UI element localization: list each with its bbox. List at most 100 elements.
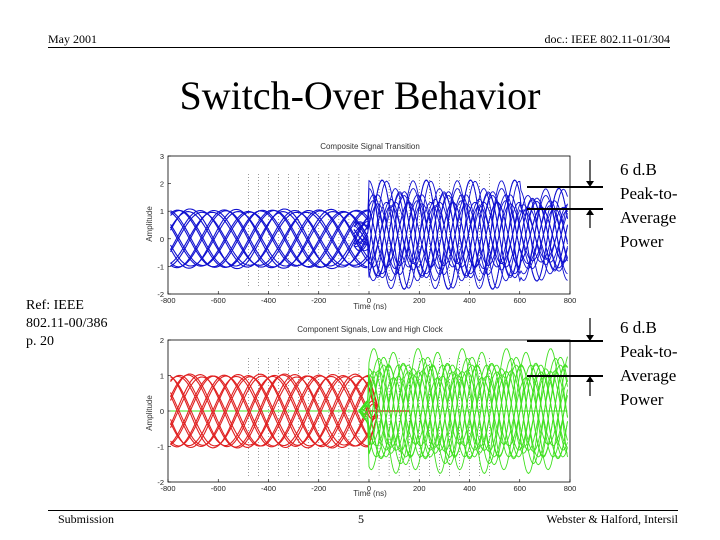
- series-line-low-clock: [170, 376, 378, 446]
- series-line-low-clock: [170, 374, 379, 448]
- footer-authors: Webster & Halford, Intersil: [546, 512, 678, 526]
- series-line: [170, 210, 368, 268]
- annotation-bottom: 6 d.B Peak-to- Average Power: [620, 316, 678, 412]
- series-line-high-clock: [358, 370, 568, 452]
- annotation-line: 6 d.B: [620, 160, 657, 179]
- chart-ylabel: Amplitude: [145, 206, 154, 242]
- x-tick-label: -200: [311, 296, 326, 305]
- x-tick-label: 400: [463, 484, 476, 493]
- series-line-low-clock: [169, 374, 379, 449]
- x-tick-label: 200: [413, 484, 426, 493]
- chart-xlabel: Time (ns): [353, 302, 387, 310]
- series-line-low-clock: [169, 373, 379, 449]
- series-line: [170, 209, 368, 268]
- series-line-low-clock: [170, 375, 379, 447]
- y-tick-label: -2: [157, 478, 164, 487]
- series-line: [353, 198, 568, 271]
- y-tick-label: -1: [157, 443, 164, 452]
- x-tick-label: 600: [513, 296, 526, 305]
- y-tick-label: -1: [157, 262, 164, 271]
- series-line-low-clock: [170, 375, 378, 447]
- x-tick-label: 800: [564, 484, 577, 493]
- x-tick-label: 0: [367, 484, 371, 493]
- series-line: [353, 194, 568, 275]
- reference-line: Ref: IEEE: [26, 298, 84, 313]
- series-line: [353, 187, 568, 282]
- x-tick-label: 400: [463, 296, 476, 305]
- footer-page-number: 5: [358, 512, 364, 526]
- annotation-top: 6 d.B Peak-to- Average Power: [620, 158, 678, 254]
- series-line-high-clock: [358, 351, 568, 471]
- series-line: [353, 194, 568, 275]
- header-doc-number: doc.: IEEE 802.11-01/304: [544, 32, 670, 46]
- reference-line: p. 20: [26, 334, 54, 349]
- y-tick-label: 2: [160, 180, 164, 189]
- y-tick-label: 1: [160, 372, 164, 381]
- series-line: [170, 211, 368, 266]
- x-tick-label: -800: [160, 296, 175, 305]
- series-line: [353, 179, 568, 290]
- chart-plot-area: -800 -600 -400 -200 0 200 400 600 800 -2 -1 0 1 2 3: [157, 152, 576, 305]
- header-date: May 2001: [48, 32, 97, 46]
- x-tick-label: -400: [261, 296, 276, 305]
- series-line-high-clock: [358, 362, 568, 460]
- annotation-line: Average: [620, 366, 677, 385]
- series-line: [170, 209, 368, 269]
- x-tick-label: -600: [211, 296, 226, 305]
- series-line: [353, 201, 568, 268]
- x-tick-label: -200: [311, 484, 326, 493]
- series-line-low-clock: [170, 374, 379, 448]
- series-line-high-clock: [358, 364, 568, 458]
- footer-submission: Submission: [58, 512, 115, 526]
- x-tick-label: 600: [513, 484, 526, 493]
- chart-title: Component Signals, Low and High Clock: [297, 325, 443, 334]
- series-line-low-clock: [170, 375, 378, 447]
- series-line: [170, 210, 368, 268]
- series-line: [170, 209, 368, 268]
- series-line: [170, 211, 368, 267]
- x-tick-label: 800: [564, 296, 577, 305]
- series-line: [170, 208, 368, 270]
- chart-title: Composite Signal Transition: [320, 142, 420, 151]
- y-tick-label: 0: [160, 407, 164, 416]
- series-line: [170, 211, 368, 267]
- series-line: [170, 210, 368, 267]
- series-line-low-clock: [170, 373, 378, 449]
- reference-line: 802.11-00/386: [26, 316, 108, 331]
- annotation-line: Power: [620, 232, 664, 251]
- series-line: [353, 180, 568, 289]
- chart-ylabel: Amplitude: [145, 395, 154, 431]
- series-line-low-clock: [169, 374, 378, 448]
- series-line-high-clock: [358, 370, 568, 452]
- y-tick-label: 0: [160, 235, 164, 244]
- slide-title: Switch-Over Behavior: [179, 73, 541, 118]
- annotation-line: 6 d.B: [620, 318, 657, 337]
- x-tick-label: -800: [160, 484, 175, 493]
- x-tick-label: 200: [413, 296, 426, 305]
- x-tick-label: -600: [211, 484, 226, 493]
- annotation-line: Peak-to-: [620, 342, 678, 361]
- component-signals-chart: Component Signals, Low and High Clock -8…: [145, 325, 576, 498]
- series-line: [170, 210, 368, 268]
- header-rule: [48, 47, 670, 48]
- footer-rule: [48, 510, 678, 511]
- peak-bracket-bottom: [527, 318, 603, 396]
- chart-plot-area: -800 -600 -400 -200 0 200 400 600 800 -2 -1 0 1 2: [157, 336, 576, 493]
- y-tick-label: 1: [160, 207, 164, 216]
- series-line: [170, 208, 368, 269]
- x-tick-label: -400: [261, 484, 276, 493]
- series-line-high-clock: [358, 364, 568, 458]
- series-line: [353, 179, 568, 291]
- series-line-high-clock: [358, 367, 568, 454]
- series-line: [170, 209, 368, 269]
- y-tick-label: 2: [160, 336, 164, 345]
- series-line-high-clock: [358, 347, 568, 475]
- annotation-line: Power: [620, 390, 664, 409]
- chart-xlabel: Time (ns): [353, 489, 387, 498]
- series-line-low-clock: [170, 374, 379, 448]
- reference-note: Ref: IEEE 802.11-00/386 p. 20: [26, 297, 108, 351]
- annotation-line: Average: [620, 208, 677, 227]
- series-line: [353, 200, 568, 270]
- y-tick-label: 3: [160, 152, 164, 161]
- annotation-line: Peak-to-: [620, 184, 678, 203]
